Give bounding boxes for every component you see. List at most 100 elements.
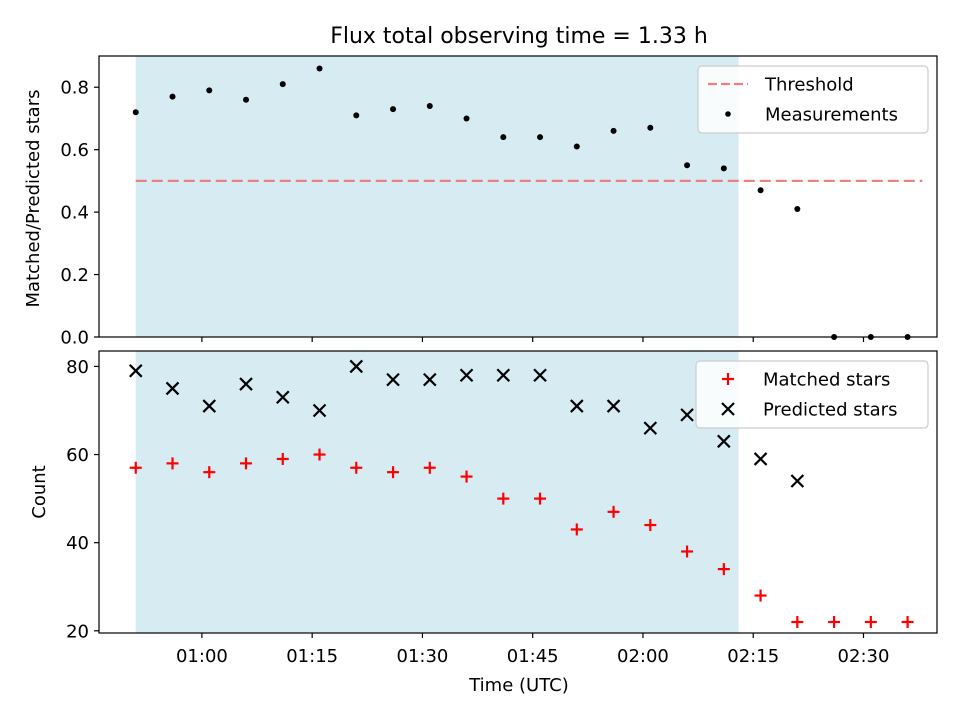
matched-star-point — [387, 466, 400, 479]
x-tick-label: 01:30 — [397, 646, 449, 667]
top-x-ticks — [201, 337, 865, 342]
chart-title: Flux total observing time = 1.33 h — [330, 24, 708, 49]
predicted-star-point — [459, 368, 474, 383]
matched-star-point — [644, 519, 657, 532]
predicted-star-point — [680, 408, 694, 422]
predicted-star-point — [349, 359, 364, 374]
measurement-point — [206, 87, 213, 94]
measurement-point — [316, 65, 323, 72]
predicted-star-point — [606, 399, 621, 413]
observing-span-bottom — [135, 351, 739, 633]
top-y-axis-label: Matched/Predicted stars — [23, 90, 44, 308]
legend-threshold-label: Threshold — [764, 75, 854, 96]
bottom-axes-frame — [98, 350, 938, 634]
y-tick-label: 0.0 — [60, 328, 89, 349]
top-y-ticks: 0.0 0.2 0.4 0.6 0.8 — [60, 78, 99, 349]
bottom-y-ticks: 20 40 60 80 — [66, 357, 99, 642]
legend-matched-swatch — [722, 373, 734, 385]
legend-measurements-swatch — [725, 111, 731, 117]
matched-star-point — [717, 563, 730, 576]
measurement-point — [390, 106, 397, 113]
predicted-star-point — [239, 377, 253, 391]
y-tick-label: 60 — [66, 445, 89, 466]
legend-measurements-label: Measurements — [765, 105, 898, 126]
bottom-x-ticks: 01:00 01:15 01:30 01:45 02:00 02:15 02:30 — [176, 633, 889, 667]
matched-star-point — [240, 457, 253, 470]
matched-star-point — [203, 466, 216, 479]
observing-span-top — [135, 56, 739, 337]
y-tick-label: 0.4 — [60, 203, 89, 224]
y-tick-label: 0.6 — [60, 140, 89, 161]
predicted-star-point — [790, 474, 805, 488]
measurement-point — [684, 162, 691, 169]
matched-star-point — [864, 615, 877, 628]
x-tick-label: 01:45 — [507, 646, 559, 667]
y-tick-label: 0.2 — [60, 265, 89, 286]
predicted-stars-series — [128, 359, 805, 488]
measurement-point — [610, 127, 617, 134]
matched-star-point — [828, 615, 841, 628]
predicted-star-point — [753, 452, 768, 466]
matched-star-point — [754, 589, 767, 602]
legend-predicted-swatch — [721, 402, 735, 416]
y-tick-label: 0.8 — [60, 78, 89, 99]
x-tick-label: 02:15 — [727, 646, 779, 667]
predicted-star-point — [128, 364, 143, 378]
predicted-star-point — [275, 390, 290, 405]
measurement-point — [279, 81, 286, 88]
matched-star-point — [129, 461, 142, 474]
matched-star-point — [534, 492, 547, 505]
bottom-legend: Matched stars Predicted stars — [695, 360, 929, 429]
measurement-point — [169, 93, 176, 100]
top-legend: Threshold Measurements — [697, 65, 929, 134]
matched-star-point — [607, 505, 620, 518]
top-legend-box — [697, 65, 929, 134]
bottom-legend-box — [695, 360, 929, 429]
matched-stars-series — [129, 448, 914, 628]
predicted-star-point — [165, 381, 180, 396]
measurements-series — [132, 65, 911, 340]
x-tick-label: 01:00 — [176, 646, 228, 667]
predicted-star-point — [386, 372, 400, 387]
x-tick-label: 02:30 — [838, 646, 890, 667]
matched-star-point — [681, 545, 694, 558]
measurement-point — [757, 187, 764, 194]
predicted-star-point — [643, 421, 658, 435]
measurement-point — [537, 134, 544, 141]
y-tick-label: 40 — [66, 533, 89, 554]
measurement-point — [500, 134, 507, 141]
y-tick-label: 20 — [66, 621, 89, 642]
bottom-y-axis-label: Count — [29, 465, 50, 518]
top-panel: 0.00.20.40.60.8 Matched/Predicted stars … — [23, 55, 938, 349]
measurement-point — [463, 115, 470, 122]
predicted-star-point — [570, 399, 584, 413]
measurement-point — [132, 109, 139, 116]
predicted-star-point — [312, 403, 327, 418]
predicted-star-point — [533, 368, 547, 383]
measurement-point — [353, 112, 360, 119]
matched-star-point — [313, 448, 326, 461]
predicted-star-point — [423, 372, 437, 387]
x-tick-label: 02:00 — [617, 646, 669, 667]
matched-star-point — [276, 452, 289, 465]
measurement-point — [426, 102, 433, 109]
legend-matched-label: Matched stars — [763, 370, 890, 391]
matched-star-point — [423, 461, 436, 474]
matched-star-point — [350, 461, 363, 474]
top-axes-frame — [98, 55, 938, 338]
matched-star-point — [166, 457, 179, 470]
predicted-star-point — [496, 368, 511, 383]
matched-star-point — [570, 523, 583, 536]
measurement-point — [647, 124, 654, 131]
matched-star-point — [901, 615, 914, 628]
measurement-point — [794, 205, 801, 212]
measurement-point — [573, 143, 580, 150]
legend-predicted-label: Predicted stars — [763, 400, 897, 421]
measurement-point — [243, 96, 250, 103]
x-tick-label: 01:15 — [286, 646, 338, 667]
matched-star-point — [791, 615, 804, 628]
predicted-star-point — [717, 434, 731, 449]
y-tick-label: 80 — [66, 357, 89, 378]
